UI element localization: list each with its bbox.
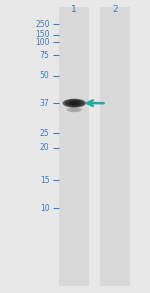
Text: 100: 100 [35, 38, 50, 47]
Text: 10: 10 [40, 204, 50, 212]
Ellipse shape [70, 101, 78, 105]
Text: 37: 37 [40, 99, 50, 108]
Text: 25: 25 [40, 129, 50, 138]
Text: 20: 20 [40, 144, 50, 152]
Text: 250: 250 [35, 20, 50, 28]
Text: 1: 1 [71, 5, 77, 14]
Ellipse shape [70, 108, 79, 111]
Text: 50: 50 [40, 71, 50, 80]
Text: 2: 2 [112, 5, 118, 14]
Ellipse shape [68, 100, 81, 106]
Bar [59, 7, 89, 286]
Ellipse shape [67, 107, 82, 112]
Ellipse shape [65, 99, 84, 107]
Text: 75: 75 [40, 51, 50, 59]
Text: 150: 150 [35, 30, 50, 39]
Bar [100, 7, 130, 286]
Ellipse shape [63, 99, 86, 108]
Text: 15: 15 [40, 176, 50, 185]
